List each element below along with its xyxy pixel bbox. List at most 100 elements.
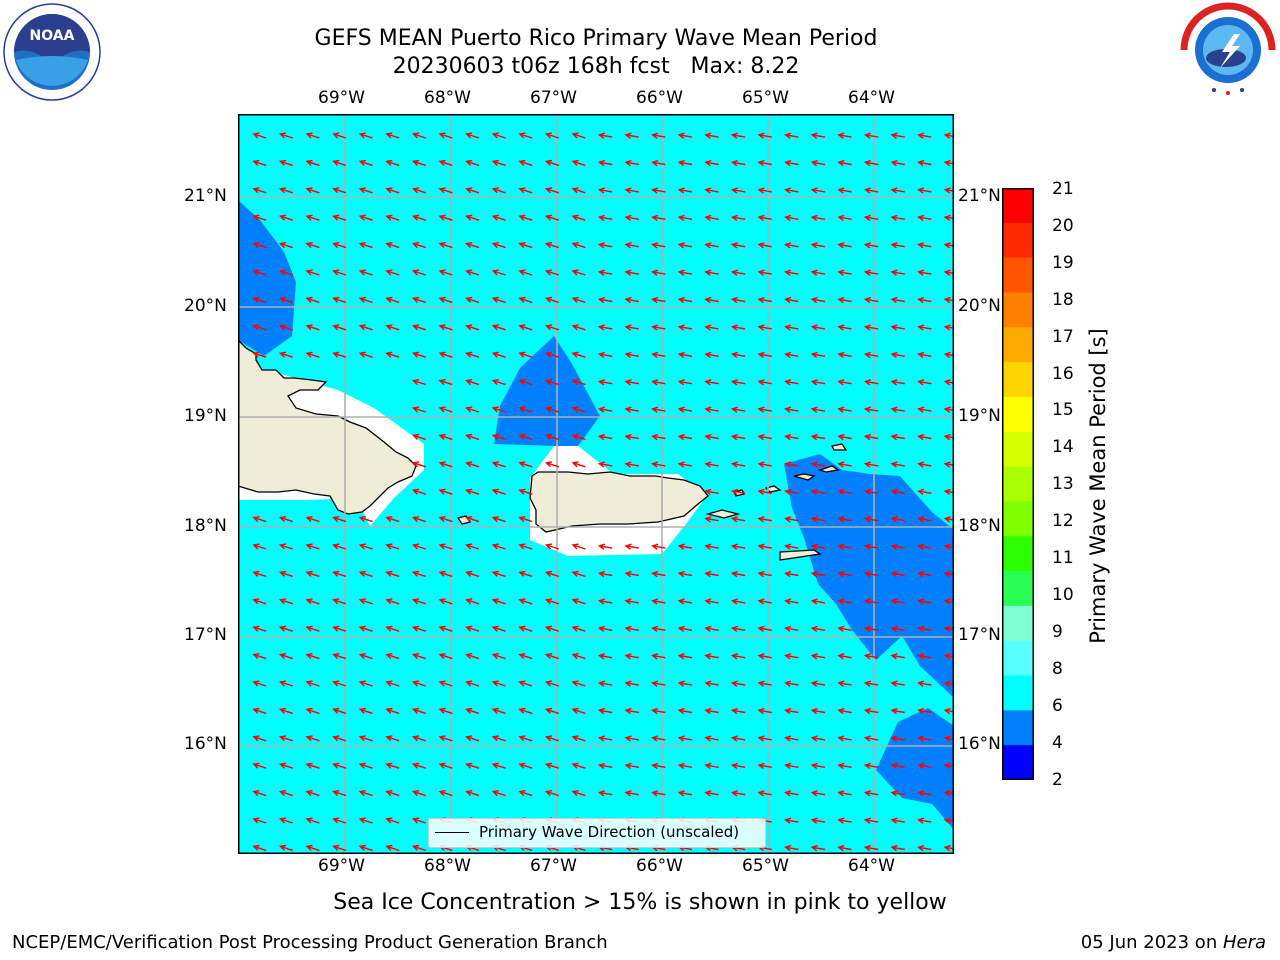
wave-direction-arrow: [518, 707, 533, 715]
colorbar-tick-label: 14: [1052, 437, 1074, 457]
wave-direction-arrow: [438, 132, 453, 139]
wave-direction-arrow: [438, 488, 453, 495]
wave-direction-arrow: [624, 598, 639, 605]
wave-direction-arrow: [624, 406, 639, 413]
wave-direction-arrow: [544, 269, 560, 276]
lon-label-top: 68°W: [424, 88, 471, 108]
wave-direction-arrow: [730, 269, 746, 276]
wave-direction-arrow: [810, 433, 826, 441]
wave-direction-arrow: [624, 159, 639, 167]
wave-direction-arrow: [784, 159, 799, 167]
wave-direction-arrow: [757, 379, 772, 386]
wave-direction-arrow: [917, 625, 932, 633]
wave-direction-arrow: [677, 653, 693, 660]
wave-direction-arrow: [411, 351, 427, 358]
wave-direction-arrow: [332, 296, 347, 304]
wave-direction-arrow: [784, 653, 799, 660]
wave-direction-arrow: [651, 625, 666, 633]
wave-direction-arrow: [518, 762, 533, 769]
wave-direction-arrow: [704, 625, 719, 633]
wave-direction-arrow: [438, 543, 453, 550]
wave-direction-arrow: [943, 625, 954, 633]
wave-direction-arrow: [757, 707, 772, 715]
wave-direction-arrow: [837, 242, 852, 249]
wave-direction-arrow: [252, 132, 267, 139]
lon-label-bottom: 69°W: [318, 856, 365, 876]
wave-direction-arrow: [757, 132, 772, 139]
wave-direction-arrow: [730, 324, 746, 331]
wave-direction-arrow: [358, 653, 373, 660]
wave-direction-arrow: [757, 598, 772, 605]
wave-direction-arrow: [704, 516, 719, 523]
wave-direction-arrow: [518, 159, 533, 167]
wave-direction-arrow: [863, 159, 879, 167]
wave-direction-arrow: [518, 735, 533, 742]
colorbar-tick-label: 12: [1052, 511, 1074, 531]
wave-direction-arrow: [411, 433, 427, 441]
wave-direction-arrow: [757, 242, 772, 249]
sea-ice-footnote: Sea Ice Concentration > 15% is shown in …: [333, 890, 947, 915]
wave-direction-arrow: [624, 707, 639, 715]
wave-direction-arrow: [438, 242, 453, 249]
wave-direction-arrow: [544, 351, 560, 358]
wave-direction-arrow: [943, 488, 954, 496]
wave-direction-arrow: [943, 296, 954, 304]
wave-direction-arrow: [518, 543, 533, 550]
colorbar-tick-label: 4: [1052, 733, 1063, 753]
wave-direction-arrow: [358, 351, 373, 358]
wave-direction-arrow: [411, 159, 427, 167]
wave-direction-arrow: [624, 324, 639, 331]
wave-direction-arrow: [571, 242, 586, 249]
wave-direction-arrow: [757, 269, 772, 276]
wave-direction-arrow: [757, 790, 772, 797]
wave-direction-arrow: [332, 844, 347, 852]
wave-direction-arrow: [810, 324, 826, 331]
wave-direction-arrow: [837, 680, 852, 687]
wave-direction-arrow: [943, 132, 954, 139]
wave-direction-arrow: [810, 543, 826, 550]
wave-direction-arrow: [252, 351, 267, 358]
wave-direction-arrow: [571, 296, 586, 304]
wave-direction-arrow: [730, 762, 746, 770]
wave-direction-arrow: [305, 351, 320, 358]
wave-direction-arrow: [465, 214, 480, 221]
wave-direction-arrow: [411, 214, 427, 221]
wave-direction-arrow: [810, 844, 826, 852]
wave-direction-arrow: [890, 214, 905, 222]
wave-direction-arrow: [518, 242, 533, 249]
wave-direction-arrow: [757, 324, 772, 331]
wave-direction-arrow: [305, 187, 320, 194]
wave-direction-arrow: [624, 351, 639, 359]
wave-direction-arrow: [863, 516, 879, 523]
wave-direction-arrow: [278, 324, 294, 331]
wave-direction-arrow: [943, 762, 954, 770]
wave-direction-arrow: [571, 735, 586, 742]
wave-direction-arrow: [411, 488, 427, 495]
wave-direction-arrow: [491, 707, 506, 715]
wave-direction-arrow: [810, 735, 826, 742]
wave-direction-arrow: [278, 762, 294, 769]
wave-direction-arrow: [624, 242, 639, 249]
lon-label-bottom: 67°W: [530, 856, 577, 876]
wave-direction-arrow: [837, 570, 852, 578]
wave-direction-arrow: [252, 296, 267, 304]
wave-direction-arrow: [252, 625, 267, 632]
colorbar-tick-label: 11: [1052, 548, 1074, 568]
wave-direction-arrow: [411, 817, 427, 824]
wave-direction-arrow: [837, 598, 852, 605]
wave-direction-arrow: [863, 269, 879, 276]
wave-direction-arrow: [863, 296, 879, 304]
colorbar-band: [1002, 640, 1034, 677]
wave-direction-arrow: [278, 187, 294, 194]
wave-direction-arrow: [917, 296, 932, 304]
wave-direction-arrow: [411, 570, 427, 578]
wave-direction-arrow: [518, 324, 533, 331]
wave-direction-arrow: [730, 680, 746, 687]
wave-direction-arrow: [252, 570, 267, 578]
wave-direction-arrow: [704, 433, 719, 441]
wave-direction-arrow: [757, 351, 772, 359]
wave-direction-arrow: [385, 214, 400, 221]
wave-direction-arrow: [411, 406, 427, 413]
wave-direction-arrow: [278, 817, 294, 824]
wave-direction-arrow: [544, 406, 560, 413]
